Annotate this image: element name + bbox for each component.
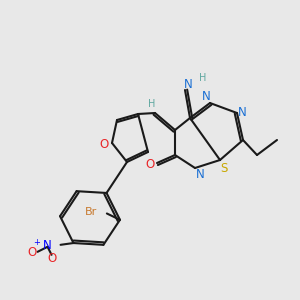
Text: O: O (27, 246, 36, 259)
Text: Br: Br (85, 208, 97, 218)
Text: +: + (33, 238, 40, 247)
Text: N: N (43, 239, 52, 252)
Text: N: N (196, 169, 204, 182)
Text: O: O (146, 158, 154, 170)
Text: S: S (220, 163, 228, 176)
Text: N: N (184, 79, 192, 92)
Text: O: O (99, 137, 109, 151)
Text: N: N (202, 89, 210, 103)
Text: O: O (47, 252, 56, 265)
Text: H: H (148, 99, 156, 109)
Text: H: H (199, 73, 207, 83)
Text: N: N (238, 106, 246, 118)
